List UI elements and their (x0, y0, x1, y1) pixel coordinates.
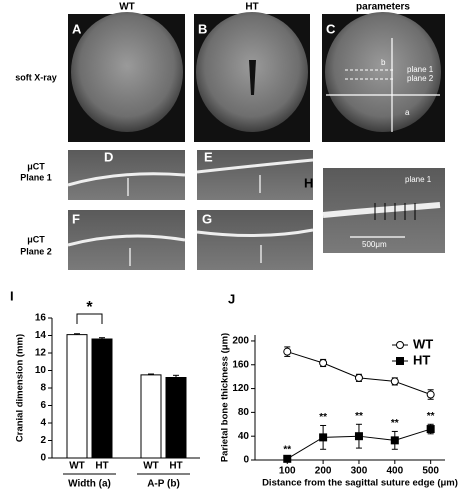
y-tick-label: 8 (40, 383, 46, 394)
row-label: μCT (27, 161, 45, 171)
bar-label: WT (143, 461, 159, 472)
image-b (194, 12, 310, 142)
marker (283, 347, 292, 356)
marker (319, 358, 328, 367)
y-tick-label: 0 (40, 453, 46, 464)
annotation: ** (283, 444, 291, 455)
bar-label: WT (69, 461, 85, 472)
panel-letter: E (204, 149, 213, 164)
y-tick-label: 12 (35, 348, 47, 359)
line (287, 351, 431, 395)
annotation: ** (427, 411, 435, 422)
y-tick-label: 80 (238, 407, 250, 418)
group-label: A-P (b) (147, 479, 180, 490)
x-tick-label: 100 (279, 466, 296, 477)
image-a (68, 12, 185, 142)
y-axis-label: Cranial dimension (mm) (15, 334, 26, 442)
annotation: ** (391, 418, 399, 429)
row-label: Plane 2 (20, 246, 52, 256)
marker (426, 425, 435, 434)
legend-label: WT (413, 336, 433, 351)
c-label: plane 1 (407, 65, 434, 74)
panel-letter: G (202, 211, 212, 226)
annotation: ** (319, 412, 327, 423)
row-label: soft X-ray (15, 72, 57, 82)
y-tick-label: 160 (232, 359, 249, 370)
c-label: plane 2 (407, 74, 434, 83)
y-tick-label: 2 (40, 435, 46, 446)
legend-marker (396, 357, 404, 365)
row-label: μCT (27, 234, 45, 244)
significance: * (86, 299, 93, 316)
h-label: 500μm (362, 240, 387, 249)
panel-letter: I (10, 288, 14, 303)
y-tick-label: 14 (35, 330, 47, 341)
y-tick-label: 200 (232, 336, 249, 347)
x-tick-label: 500 (422, 466, 439, 477)
h-label: plane 1 (405, 175, 432, 184)
image-c (322, 12, 445, 142)
y-tick-label: 6 (40, 400, 46, 411)
panel-letter: A (72, 21, 82, 36)
panel-letter: D (104, 149, 113, 164)
y-tick-label: 10 (35, 365, 47, 376)
annotation: ** (355, 411, 363, 422)
marker (354, 432, 363, 441)
marker (283, 454, 292, 463)
x-tick-label: 400 (386, 466, 403, 477)
bar (91, 338, 113, 459)
legend-label: HT (413, 352, 430, 367)
panel-letter: H (304, 175, 313, 190)
bar (66, 334, 88, 459)
y-tick-label: 120 (232, 383, 249, 394)
heading: HT (245, 2, 258, 13)
y-tick-label: 40 (238, 431, 250, 442)
bar-label: HT (169, 461, 182, 472)
panel-letter: F (72, 211, 80, 226)
y-axis-label: Parietal bone thickness (μm) (220, 333, 231, 462)
row-label: Plane 1 (20, 172, 52, 182)
bar (165, 377, 187, 459)
x-tick-label: 300 (351, 466, 368, 477)
significance-bracket (76, 313, 103, 324)
legend-marker (396, 341, 404, 349)
heading: parameters (356, 2, 410, 13)
heading: WT (119, 2, 135, 13)
marker (426, 390, 435, 399)
ct-images (67, 150, 445, 270)
marker (319, 433, 328, 442)
marker (354, 373, 363, 382)
panel-letter: B (198, 21, 207, 36)
marker (390, 377, 399, 386)
x-tick-label: 200 (315, 466, 332, 477)
panel-letter: J (228, 291, 235, 306)
panel-letter: C (326, 21, 336, 36)
y-tick-label: 0 (243, 455, 249, 466)
bar (140, 374, 162, 459)
y-tick-label: 16 (35, 313, 47, 324)
group-label: Width (a) (68, 479, 111, 490)
c-label: a (405, 108, 410, 117)
x-axis-label: Distance from the sagittal suture edge (… (262, 478, 458, 489)
c-label: b (381, 58, 386, 67)
y-tick-label: 4 (40, 418, 46, 429)
bar-label: HT (95, 461, 108, 472)
marker (390, 436, 399, 445)
